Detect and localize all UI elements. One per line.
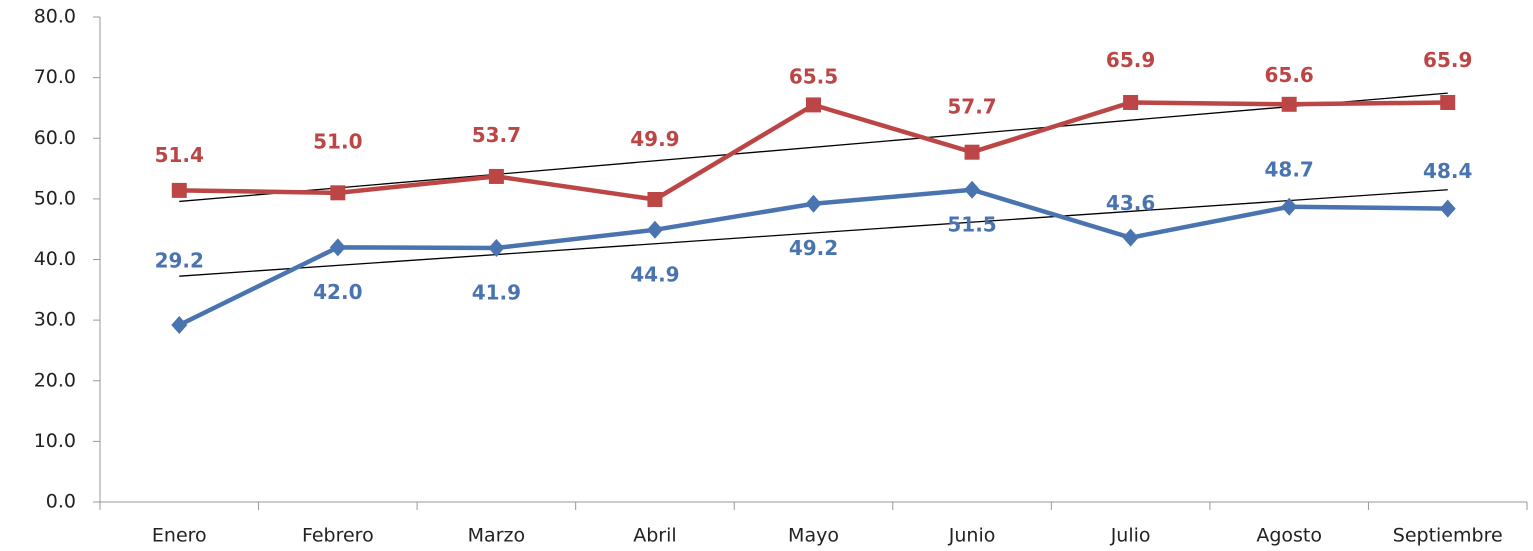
marker <box>964 181 980 199</box>
y-tick-label: 70.0 <box>34 66 76 88</box>
marker <box>489 169 504 184</box>
x-tick-label: Abril <box>633 525 676 547</box>
marker <box>806 97 821 112</box>
page: {"chart_data": {"type": "line", "categor… <box>0 0 1533 551</box>
y-tick-label: 0.0 <box>46 491 76 513</box>
data-label: 49.2 <box>789 236 838 260</box>
data-label: 51.4 <box>155 143 204 167</box>
data-label: 44.9 <box>630 262 679 286</box>
data-label: 42.0 <box>313 280 362 304</box>
data-label: 65.6 <box>1264 63 1313 87</box>
marker <box>1440 200 1456 218</box>
data-label: 65.9 <box>1106 48 1155 72</box>
marker <box>965 145 980 160</box>
y-tick-label: 10.0 <box>34 430 76 452</box>
marker <box>1123 229 1139 247</box>
data-label: 49.9 <box>630 127 679 151</box>
data-label: 57.7 <box>947 95 996 119</box>
data-label: 65.5 <box>789 64 838 88</box>
x-tick-label: Marzo <box>468 525 525 547</box>
x-tick-label: Junio <box>948 525 996 547</box>
data-label: 48.4 <box>1423 159 1472 183</box>
marker <box>330 185 345 200</box>
y-tick-label: 60.0 <box>34 127 76 149</box>
x-tick-label: Septiembre <box>1393 525 1503 547</box>
y-tick-label: 30.0 <box>34 309 76 331</box>
data-label: 51.5 <box>947 212 996 236</box>
marker <box>806 195 822 213</box>
marker <box>172 183 187 198</box>
chart: 0.0 10.0 20.0 30.0 40.0 50.0 60.0 70.0 80.0 Enero… <box>0 0 1533 551</box>
marker <box>171 316 187 334</box>
data-label: 65.9 <box>1423 48 1472 72</box>
y-tick-label: 50.0 <box>34 187 76 209</box>
marker <box>647 221 663 239</box>
data-label: 48.7 <box>1264 157 1313 181</box>
marker <box>330 238 346 256</box>
y-tick-label: 40.0 <box>34 248 76 270</box>
data-label: 41.9 <box>472 280 521 304</box>
data-label: 43.6 <box>1106 191 1155 215</box>
x-tick-label: Mayo <box>788 525 839 547</box>
marker <box>1123 95 1138 110</box>
y-tick-label: 80.0 <box>34 6 76 28</box>
data-label: 53.7 <box>472 123 521 147</box>
x-tick-label: Febrero <box>302 525 374 547</box>
y-tick-label: 20.0 <box>34 369 76 391</box>
data-label: 51.0 <box>313 129 362 153</box>
data-label: 29.2 <box>155 248 204 272</box>
x-tick-label: Agosto <box>1256 525 1322 547</box>
x-tick-label: Julio <box>1110 525 1151 547</box>
marker <box>1440 95 1455 110</box>
x-tick-label: Enero <box>152 525 207 547</box>
marker <box>647 192 662 207</box>
marker <box>1282 97 1297 112</box>
